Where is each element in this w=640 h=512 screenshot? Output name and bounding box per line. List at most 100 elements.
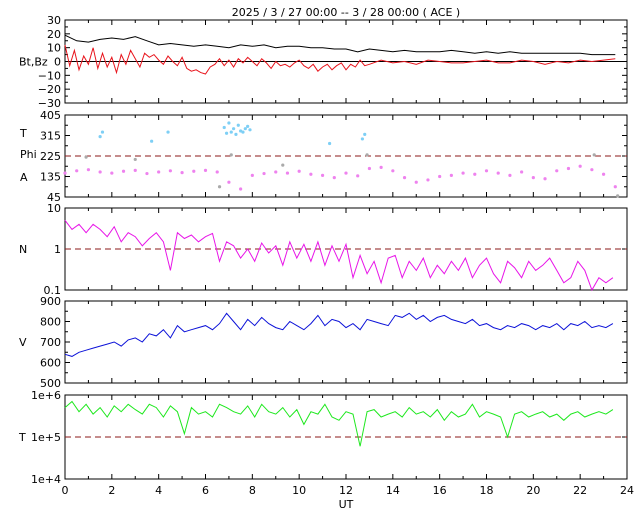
scatter-point xyxy=(543,177,547,181)
scatter-point xyxy=(234,132,238,136)
scatter-point xyxy=(320,173,325,177)
x-tick-label: 8 xyxy=(249,484,256,497)
scatter-point xyxy=(133,157,137,162)
scatter-point xyxy=(391,169,395,173)
panel-2: 10 1 0.1 N xyxy=(19,202,628,297)
x-axis-label: UT xyxy=(339,498,354,511)
scatter-point xyxy=(426,178,430,182)
scatter-point xyxy=(180,171,184,175)
y-axis-label: T xyxy=(19,127,27,140)
y-tick-label: 1e+4 xyxy=(31,473,61,486)
scatter-point xyxy=(344,171,348,175)
scatter-point xyxy=(236,123,240,127)
scatter-point xyxy=(75,169,79,173)
panel-4: 1e+61e+51e+4T0 2 4 6 8 10 12 14 16 18 20 22 24 xyxy=(18,389,634,497)
scatter-point xyxy=(246,124,250,128)
x-tick-label: 24 xyxy=(620,484,634,497)
panel-1: 405 315 225 135 45 T Phi A xyxy=(19,109,628,204)
y-tick-label: 315 xyxy=(40,130,61,143)
scatter-point xyxy=(232,127,236,131)
scatter-point xyxy=(297,169,301,173)
y-axis-label: N xyxy=(19,243,27,256)
series-line xyxy=(64,219,614,292)
scatter-point xyxy=(98,170,102,174)
x-tick-label: 10 xyxy=(292,484,306,497)
scatter-point xyxy=(250,173,254,177)
scatter-point xyxy=(461,171,465,175)
scatter-point xyxy=(110,171,114,175)
scatter-point xyxy=(473,172,477,176)
y-tick-label: 600 xyxy=(40,357,61,370)
y-tick-label: −10 xyxy=(38,69,61,82)
y-tick-label: 45 xyxy=(47,191,61,204)
scatter-point xyxy=(86,168,91,172)
y-tick-label: 0 xyxy=(54,56,61,69)
scatter-point xyxy=(229,153,233,157)
scatter-point xyxy=(379,165,383,169)
scatter-point xyxy=(217,185,222,189)
scatter-point xyxy=(98,135,102,139)
scatter-point xyxy=(531,176,535,180)
y-tick-label: 10 xyxy=(47,202,61,215)
scatter-point xyxy=(248,128,252,132)
scatter-point xyxy=(243,127,247,131)
series-line xyxy=(64,44,616,75)
x-tick-label: 0 xyxy=(62,484,69,497)
scatter-point xyxy=(168,169,172,173)
chart-title: 2025 / 3 / 27 00:00 -- 3 / 28 00:00 ( AC… xyxy=(232,6,460,19)
y-axis-label: T xyxy=(18,431,26,444)
y-tick-label: 900 xyxy=(40,295,61,308)
scatter-point xyxy=(150,139,154,143)
scatter-point xyxy=(224,131,229,135)
scatter-point xyxy=(229,130,233,134)
y-tick-label: 10 xyxy=(47,42,61,55)
y-tick-label: 1e+6 xyxy=(31,389,61,402)
scatter-point xyxy=(227,180,231,184)
y-tick-label: −20 xyxy=(38,83,61,96)
scatter-point xyxy=(601,172,606,176)
scatter-point xyxy=(227,121,231,125)
y-axis-label: V xyxy=(19,336,27,349)
x-tick-label: 18 xyxy=(480,484,494,497)
scatter-point xyxy=(402,176,407,180)
scatter-point xyxy=(613,185,617,189)
scatter-point xyxy=(192,169,196,173)
scatter-point xyxy=(508,173,512,177)
x-tick-label: 14 xyxy=(386,484,400,497)
y-axis-label: Bt,Bz xyxy=(19,56,48,69)
y-tick-label: 20 xyxy=(47,28,61,41)
scatter-point xyxy=(157,170,161,174)
scatter-point xyxy=(438,174,442,179)
x-tick-label: 6 xyxy=(202,484,209,497)
scatter-point xyxy=(241,130,245,134)
panel-frame xyxy=(64,300,628,384)
y-tick-label: 700 xyxy=(40,336,61,349)
x-tick-label: 22 xyxy=(573,484,587,497)
scatter-point xyxy=(367,166,372,171)
scatter-point xyxy=(145,171,149,176)
scatter-point xyxy=(484,169,489,173)
y-tick-label: 500 xyxy=(40,377,61,390)
scatter-point xyxy=(363,132,367,136)
scatter-point xyxy=(63,171,67,175)
series-line xyxy=(64,34,616,56)
scatter-point xyxy=(496,171,500,175)
scatter-point xyxy=(592,153,596,157)
scatter-point xyxy=(285,171,290,175)
x-tick-label: 16 xyxy=(433,484,447,497)
series-line xyxy=(64,312,614,357)
scatter-point xyxy=(166,130,170,134)
scatter-point xyxy=(360,137,364,141)
scatter-point xyxy=(100,130,105,134)
scatter-point xyxy=(203,168,208,172)
y-tick-label: 135 xyxy=(40,171,61,184)
scatter-point xyxy=(215,170,219,174)
scatter-point xyxy=(262,171,266,176)
scatter-point xyxy=(274,170,278,174)
y-tick-label: 1e+5 xyxy=(31,431,61,444)
y-axis-label: A xyxy=(20,171,28,184)
y-axis-label: Phi xyxy=(20,148,37,161)
scatter-point xyxy=(414,180,418,184)
scatter-point xyxy=(555,169,559,173)
y-tick-label: 405 xyxy=(40,109,61,122)
